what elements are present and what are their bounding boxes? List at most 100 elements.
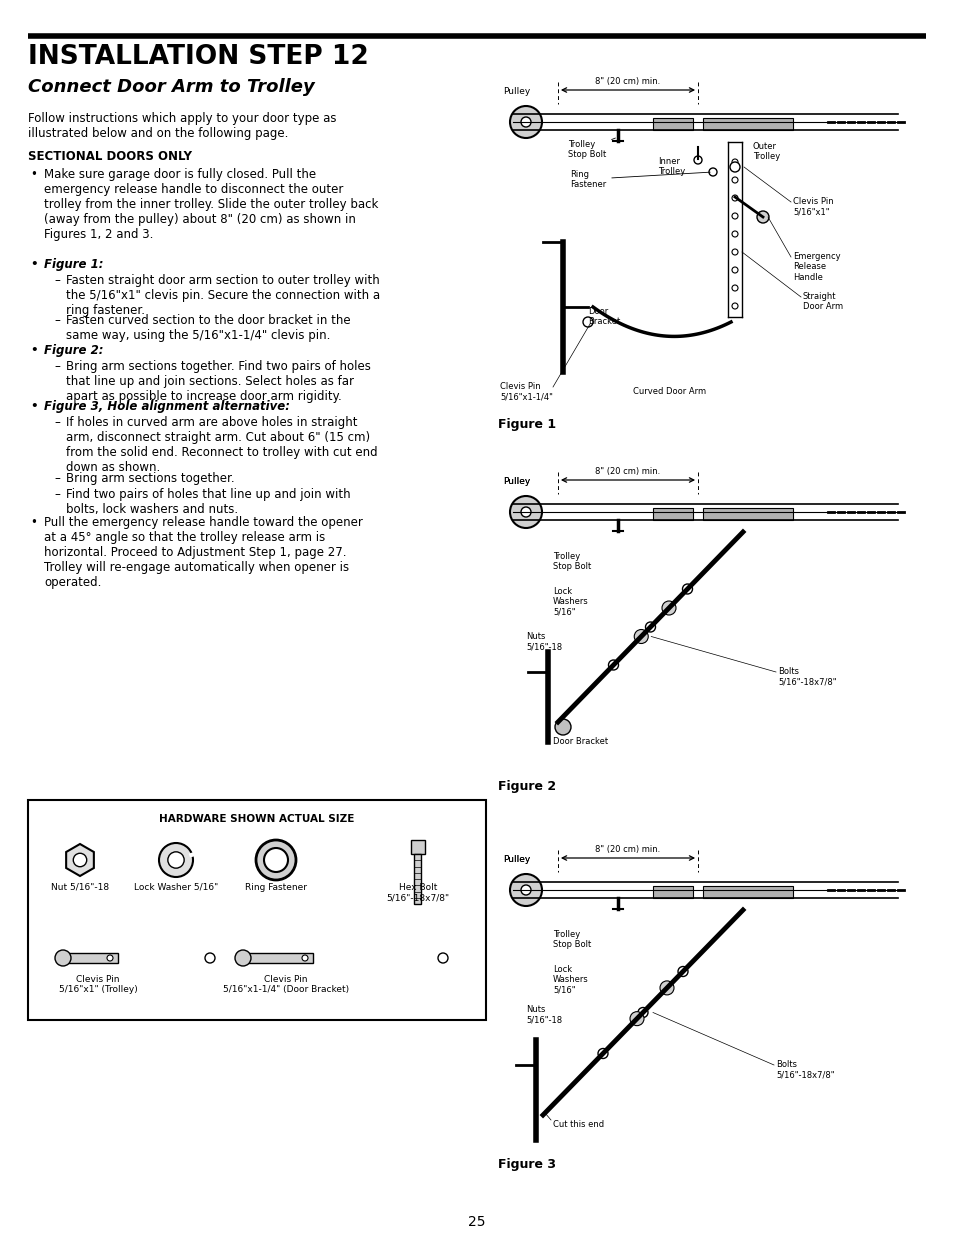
Text: –: – [54,274,60,287]
Text: Cut this end: Cut this end [553,1120,603,1129]
Bar [702,508,792,520]
Text: Inner
Trolley: Inner Trolley [658,157,684,177]
Circle shape [661,601,676,615]
Text: Trolley
Stop Bolt: Trolley Stop Bolt [553,552,591,572]
Circle shape [520,508,531,517]
Text: •: • [30,516,37,529]
Circle shape [255,840,295,881]
Text: Clevis Pin
5/16"x1": Clevis Pin 5/16"x1" [792,198,833,216]
Text: Door
Bracket: Door Bracket [587,308,619,326]
Text: Nut 5/16"-18: Nut 5/16"-18 [51,883,109,892]
Text: Lock
Washers
5/16": Lock Washers 5/16" [553,965,588,995]
Polygon shape [66,844,93,876]
Circle shape [729,162,740,172]
Circle shape [234,950,251,966]
Text: Connect Door Arm to Trolley: Connect Door Arm to Trolley [28,78,314,96]
Circle shape [159,844,193,877]
Text: Pull the emergency release handle toward the opener
at a 45° angle so that the t: Pull the emergency release handle toward… [44,516,362,589]
Circle shape [302,955,308,961]
Circle shape [520,117,531,127]
Text: Hex Bolt
5/16"-18x7/8": Hex Bolt 5/16"-18x7/8" [386,883,449,903]
Text: Figure 1: Figure 1 [497,417,556,431]
Text: •: • [30,258,37,270]
Circle shape [693,156,701,164]
Bar [702,119,792,130]
Text: Pulley: Pulley [502,477,530,487]
Text: HARDWARE SHOWN ACTUAL SIZE: HARDWARE SHOWN ACTUAL SIZE [159,814,355,824]
Circle shape [520,885,531,895]
Text: Pulley: Pulley [502,855,530,864]
Text: Fasten straight door arm section to outer trolley with
the 5/16"x1" clevis pin. : Fasten straight door arm section to oute… [66,274,379,317]
Text: –: – [54,472,60,485]
Text: Pulley: Pulley [502,86,530,96]
Text: Bring arm sections together.: Bring arm sections together. [66,472,234,485]
Text: –: – [54,416,60,429]
Text: Clevis Pin
5/16"x1-1/4": Clevis Pin 5/16"x1-1/4" [499,382,553,401]
Text: Outer
Trolley: Outer Trolley [752,142,780,162]
Bar [243,953,313,963]
Polygon shape [411,840,424,853]
Text: 8" (20 cm) min.: 8" (20 cm) min. [595,845,659,853]
Text: Pulley: Pulley [502,855,530,864]
Circle shape [107,955,112,961]
Circle shape [264,848,288,872]
Text: Figure 2: Figure 2 [497,781,556,793]
Text: Lock
Washers
5/16": Lock Washers 5/16" [553,587,588,616]
Circle shape [73,853,87,867]
Text: Figure 2:: Figure 2: [44,345,103,357]
Text: Figure 3, Hole alignment alternative:: Figure 3, Hole alignment alternative: [44,400,290,412]
Circle shape [55,950,71,966]
Circle shape [510,496,541,529]
Text: •: • [30,345,37,357]
Text: Bolts
5/16"-18x7/8": Bolts 5/16"-18x7/8" [778,667,836,687]
Bar [702,885,792,898]
Text: Emergency
Release
Handle: Emergency Release Handle [792,252,840,282]
Text: Straight
Door Arm: Straight Door Arm [802,291,842,311]
Text: •: • [30,400,37,412]
Text: Bolts
5/16"-18x7/8": Bolts 5/16"-18x7/8" [775,1060,834,1079]
Text: –: – [54,314,60,327]
Text: Clevis Pin
5/16"x1-1/4" (Door Bracket): Clevis Pin 5/16"x1-1/4" (Door Bracket) [223,974,349,994]
Circle shape [555,719,571,735]
Circle shape [634,630,648,643]
Circle shape [510,874,541,906]
Circle shape [168,852,184,868]
Text: Trolley
Stop Bolt: Trolley Stop Bolt [567,138,615,159]
Bar [414,853,421,904]
Bar [652,119,692,130]
Text: –: – [54,488,60,501]
Text: Figure 3: Figure 3 [497,1158,556,1171]
Circle shape [659,981,673,995]
Text: –: – [54,359,60,373]
Text: Pulley: Pulley [502,477,530,487]
Text: Follow instructions which apply to your door type as
illustrated below and on th: Follow instructions which apply to your … [28,112,336,140]
Text: SECTIONAL DOORS ONLY: SECTIONAL DOORS ONLY [28,149,192,163]
Text: Clevis Pin
5/16"x1" (Trolley): Clevis Pin 5/16"x1" (Trolley) [58,974,137,994]
Text: 25: 25 [468,1215,485,1229]
Text: Fasten curved section to the door bracket in the
same way, using the 5/16"x1-1/4: Fasten curved section to the door bracke… [66,314,351,342]
Text: Make sure garage door is fully closed. Pull the
emergency release handle to disc: Make sure garage door is fully closed. P… [44,168,378,241]
Text: Lock Washer 5/16": Lock Washer 5/16" [133,883,218,892]
Circle shape [757,211,768,224]
Text: Door Bracket: Door Bracket [553,737,607,746]
Text: INSTALLATION STEP 12: INSTALLATION STEP 12 [28,44,369,70]
Text: Figure 1:: Figure 1: [44,258,103,270]
Text: Curved Door Arm: Curved Door Arm [633,387,705,396]
Text: Nuts
5/16"-18: Nuts 5/16"-18 [525,632,561,651]
Bar [63,953,118,963]
Circle shape [629,1011,643,1025]
Text: Find two pairs of holes that line up and join with
bolts, lock washers and nuts.: Find two pairs of holes that line up and… [66,488,351,516]
Text: Nuts
5/16"-18: Nuts 5/16"-18 [525,1005,561,1024]
Text: •: • [30,168,37,182]
Bar [652,885,692,898]
Text: 8" (20 cm) min.: 8" (20 cm) min. [595,77,659,86]
Text: Ring Fastener: Ring Fastener [245,883,307,892]
Bar [652,508,692,520]
Text: 8" (20 cm) min.: 8" (20 cm) min. [595,467,659,475]
Text: Ring
Fastener: Ring Fastener [569,169,709,189]
Text: If holes in curved arm are above holes in straight
arm, disconnect straight arm.: If holes in curved arm are above holes i… [66,416,377,474]
Text: Trolley
Stop Bolt: Trolley Stop Bolt [553,930,591,950]
Text: Bring arm sections together. Find two pairs of holes
that line up and join secti: Bring arm sections together. Find two pa… [66,359,371,403]
Circle shape [582,317,593,327]
Circle shape [510,106,541,138]
